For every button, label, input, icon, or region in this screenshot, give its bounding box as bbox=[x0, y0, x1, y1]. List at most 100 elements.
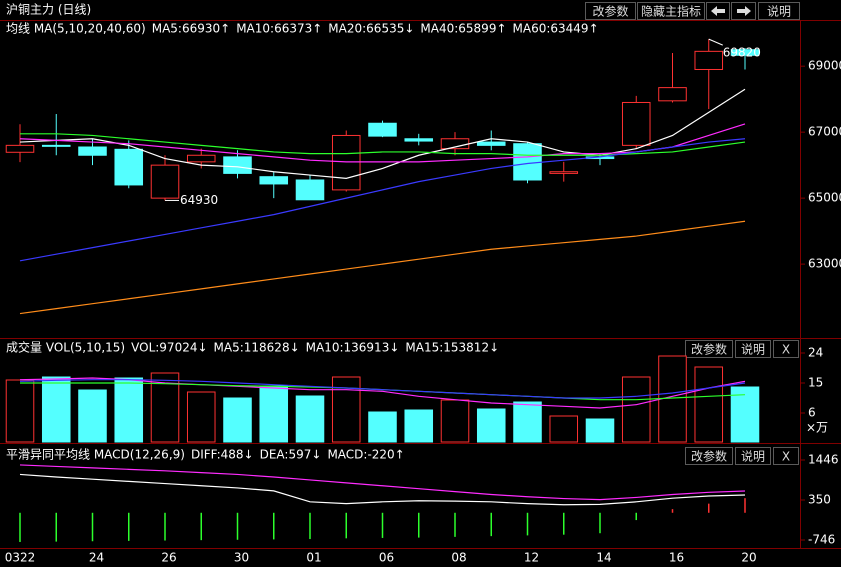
button[interactable]: 说明 bbox=[735, 447, 771, 465]
button[interactable]: 说明 bbox=[735, 340, 771, 358]
x-tick-label: 26 bbox=[161, 551, 176, 565]
volume-bar bbox=[368, 411, 397, 443]
candle-body bbox=[694, 50, 724, 70]
volume-bar bbox=[41, 376, 71, 443]
volume-bar bbox=[186, 391, 216, 443]
legend-entry: 均线 MA(5,10,20,40,60) bbox=[6, 22, 146, 36]
indicator-line bbox=[19, 464, 746, 501]
y-tick-label: 67000 bbox=[808, 125, 841, 139]
volume-bar bbox=[440, 399, 470, 443]
legend-entry: MA10:136913↓ bbox=[306, 341, 400, 355]
x-tick-label: 01 bbox=[306, 551, 321, 565]
candle-body bbox=[476, 141, 506, 146]
candle-body bbox=[5, 144, 35, 153]
button-frame bbox=[735, 447, 771, 465]
prev-button[interactable] bbox=[706, 2, 730, 20]
high-label: 69820 bbox=[723, 46, 761, 60]
button-label: 改参数 bbox=[691, 449, 727, 464]
indicator-line bbox=[19, 123, 746, 163]
indicator-line bbox=[19, 88, 746, 179]
volume-bar bbox=[259, 385, 289, 443]
button-label: 改参数 bbox=[592, 4, 628, 19]
arrow-right-icon bbox=[737, 6, 751, 16]
legend-entry: MACD:-220↑ bbox=[327, 448, 404, 462]
volume-bar bbox=[331, 376, 361, 443]
volume-bar bbox=[295, 395, 325, 443]
high-pointer bbox=[708, 38, 723, 46]
indicator-line bbox=[19, 138, 746, 262]
legend-entry: MA20:66535↓ bbox=[328, 22, 414, 36]
button[interactable]: 隐藏主指标 bbox=[637, 2, 705, 20]
button-frame bbox=[758, 2, 800, 20]
button[interactable]: X bbox=[773, 447, 799, 465]
candle-body bbox=[259, 176, 289, 185]
candle-body bbox=[331, 134, 361, 191]
button-label: 说明 bbox=[741, 342, 765, 357]
legend-entry: 平滑异同平均线 MACD(12,26,9) bbox=[6, 448, 185, 462]
button-label: 隐藏主指标 bbox=[641, 4, 701, 19]
button-label: X bbox=[782, 343, 790, 357]
volume-bar bbox=[513, 401, 542, 443]
x-tick-label: 30 bbox=[234, 551, 249, 565]
x-tick-label: 16 bbox=[669, 551, 684, 565]
x-tick-label: 0322 bbox=[5, 551, 36, 565]
button-label: 说明 bbox=[741, 449, 765, 464]
indicator-line bbox=[19, 220, 746, 315]
button[interactable]: 改参数 bbox=[685, 340, 733, 358]
x-tick-label: 12 bbox=[524, 551, 539, 565]
indicator-line bbox=[19, 379, 746, 399]
x-tick-label: 06 bbox=[379, 551, 394, 565]
candle-body bbox=[114, 148, 144, 186]
button-frame bbox=[773, 447, 799, 465]
candle-body bbox=[223, 156, 252, 174]
x-tick-label: 08 bbox=[451, 551, 466, 565]
button-frame bbox=[735, 340, 771, 358]
button-frame bbox=[685, 447, 733, 465]
candle-body bbox=[41, 144, 71, 147]
y-tick-label: 350 bbox=[808, 493, 831, 507]
button[interactable]: 说明 bbox=[758, 2, 800, 20]
y-tick-label: 15 bbox=[808, 376, 823, 390]
button-frame bbox=[585, 2, 636, 20]
button[interactable]: 改参数 bbox=[685, 447, 733, 465]
candle-body bbox=[621, 101, 651, 146]
unit-label: ×万 bbox=[806, 421, 828, 435]
candle-body bbox=[78, 146, 107, 156]
volume-bar bbox=[5, 379, 35, 443]
y-tick-label: -746 bbox=[808, 533, 835, 547]
x-tick-label: 20 bbox=[741, 551, 756, 565]
legend-entry: 成交量 VOL(5,10,15) bbox=[6, 340, 125, 355]
button-label: X bbox=[782, 450, 790, 464]
button-label: 说明 bbox=[767, 4, 791, 19]
y-tick-label: 65000 bbox=[808, 191, 841, 205]
button[interactable]: X bbox=[773, 340, 799, 358]
y-tick-label: 69000 bbox=[808, 59, 841, 73]
next-button[interactable] bbox=[731, 2, 756, 20]
volume-bar bbox=[404, 409, 434, 443]
button[interactable]: 改参数 bbox=[585, 2, 636, 20]
candle-body bbox=[295, 179, 325, 201]
x-tick-label: 24 bbox=[89, 551, 104, 565]
y-tick-label: 1446 bbox=[808, 452, 839, 466]
x-tick-label: 14 bbox=[596, 551, 611, 565]
button-frame bbox=[773, 340, 799, 358]
volume-bar bbox=[549, 415, 579, 443]
candle-body bbox=[368, 122, 397, 137]
low-label: 64930 bbox=[180, 193, 218, 207]
indicator-line bbox=[19, 377, 746, 409]
legend-entry: MA15:153812↓ bbox=[405, 341, 499, 355]
volume-bar bbox=[585, 418, 615, 443]
candle-body bbox=[404, 138, 434, 142]
volume-bar bbox=[694, 366, 724, 443]
y-tick-label: 24 bbox=[808, 346, 823, 360]
y-tick-label: 6 bbox=[808, 406, 816, 420]
candle-body bbox=[186, 154, 216, 163]
arrow-left-icon bbox=[711, 6, 725, 16]
candle-body bbox=[513, 143, 542, 181]
legend-entry: MA10:66373↑ bbox=[236, 22, 322, 36]
volume-bar bbox=[78, 389, 107, 443]
y-tick-label: 63000 bbox=[808, 257, 841, 271]
